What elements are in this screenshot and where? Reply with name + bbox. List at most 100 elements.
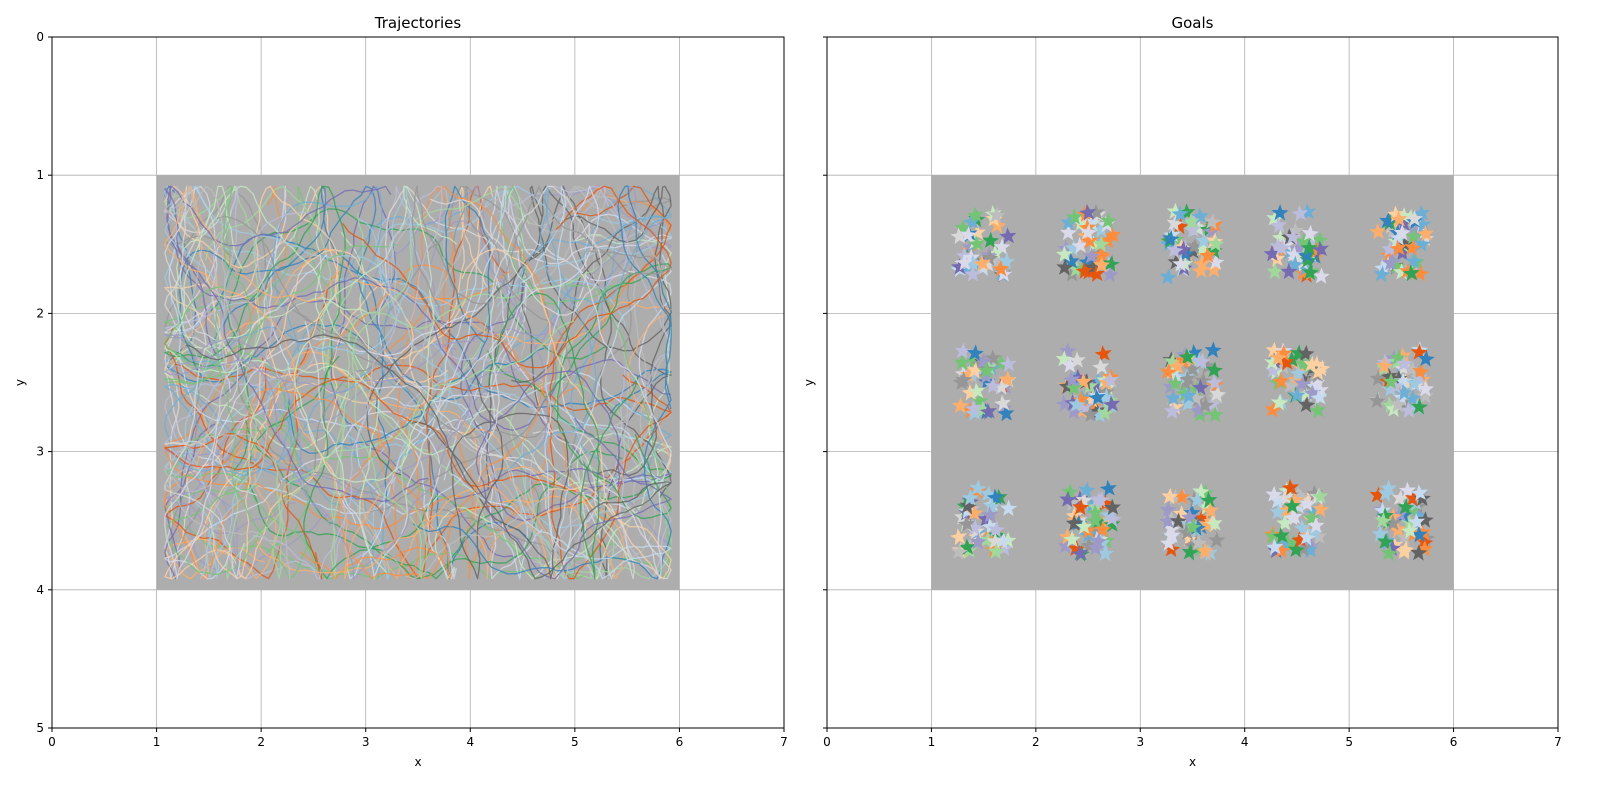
- goal-star: [959, 226, 977, 243]
- goal-star: [1086, 378, 1104, 396]
- goal-star: [1380, 544, 1398, 562]
- goal-star: [1264, 361, 1283, 379]
- goal-star: [1072, 390, 1090, 408]
- goal-star: [1074, 372, 1093, 390]
- goal-star: [987, 520, 1005, 538]
- goal-star: [986, 244, 1004, 262]
- goal-star: [1311, 240, 1329, 258]
- goal-star: [1311, 487, 1329, 505]
- y-tick-label: 5: [36, 721, 44, 735]
- goal-star: [965, 352, 983, 369]
- goal-star: [961, 489, 979, 506]
- goal-star: [1161, 487, 1179, 505]
- goal-star: [964, 265, 982, 282]
- goal-star: [1087, 203, 1105, 221]
- trajectory-line: [164, 185, 666, 394]
- goal-star: [1171, 205, 1189, 222]
- goal-star: [1404, 239, 1422, 256]
- trajectory-line: [500, 185, 672, 580]
- goal-star: [1417, 350, 1435, 367]
- goal-star: [1271, 204, 1289, 221]
- goal-star: [984, 349, 1002, 366]
- goal-star: [966, 344, 984, 362]
- goal-star: [1307, 516, 1325, 534]
- goal-star: [1405, 252, 1423, 269]
- chart-title: Goals: [1172, 14, 1214, 32]
- x-tick-label: 4: [1241, 735, 1249, 749]
- goal-star: [1381, 380, 1399, 397]
- trajectory-line: [164, 338, 471, 580]
- goal-star: [1282, 376, 1300, 394]
- goal-star: [1086, 504, 1104, 521]
- goals-panel: 0 1 2 3 4 5 6 7 Goals x y: [802, 14, 1562, 769]
- goal-star: [1068, 351, 1086, 369]
- goal-star: [1374, 512, 1392, 529]
- goal-star: [1071, 236, 1089, 254]
- goal-star: [1275, 344, 1293, 361]
- x-axis-label: x: [414, 755, 421, 769]
- goal-star: [1297, 246, 1315, 264]
- trajectory-line: [164, 185, 308, 580]
- goal-star: [1277, 353, 1295, 371]
- goal-star: [965, 399, 983, 417]
- trajectory-line: [368, 185, 511, 580]
- goal-star: [1183, 504, 1201, 521]
- x-tick-label: 7: [1554, 735, 1562, 749]
- goal-star: [1410, 544, 1428, 561]
- goal-star: [1096, 404, 1115, 421]
- goal-star: [1100, 506, 1118, 524]
- goal-star: [968, 382, 986, 400]
- goal-star: [1310, 528, 1328, 545]
- goal-star: [1196, 542, 1214, 559]
- goal-star: [957, 515, 976, 532]
- goal-star: [1079, 203, 1097, 221]
- trajectory-line: [255, 428, 558, 580]
- goal-star: [1182, 213, 1200, 230]
- x-tick-label: 5: [571, 735, 579, 749]
- goal-star: [981, 506, 999, 523]
- goal-star: [950, 528, 967, 546]
- x-tick-label: 4: [466, 735, 474, 749]
- goal-star: [1288, 386, 1306, 403]
- goal-star: [1103, 395, 1121, 413]
- goal-star: [1303, 509, 1321, 526]
- goal-star: [1283, 497, 1301, 514]
- goal-star: [992, 260, 1010, 277]
- goal-star: [1087, 265, 1105, 282]
- goal-star: [1168, 357, 1186, 375]
- trajectory-line: [164, 185, 357, 524]
- goal-star: [1166, 202, 1184, 220]
- goal-star: [1395, 354, 1413, 372]
- goal-star: [1395, 542, 1413, 560]
- goal-star: [1189, 491, 1207, 509]
- goal-star: [993, 238, 1011, 255]
- trajectory-line: [313, 185, 557, 513]
- y-axis-label: y: [802, 379, 816, 386]
- axes-frame: [51, 36, 785, 729]
- trajectory-line: [208, 249, 427, 580]
- goal-star: [1410, 484, 1428, 502]
- trajectory-line: [461, 248, 672, 580]
- goal-star: [1297, 344, 1315, 362]
- goal-star: [1209, 385, 1227, 403]
- goal-star: [1384, 514, 1402, 531]
- goal-star: [1308, 401, 1326, 419]
- goal-star: [975, 352, 993, 370]
- goal-star: [994, 532, 1012, 550]
- goal-star: [1201, 501, 1219, 519]
- goal-star: [1311, 231, 1329, 249]
- goal-star: [994, 394, 1012, 412]
- x-tick-label: 7: [780, 735, 788, 749]
- goal-star: [1417, 225, 1435, 242]
- goal-star: [1088, 388, 1106, 406]
- goal-star: [1079, 223, 1097, 241]
- goal-star: [986, 532, 1004, 550]
- goal-star: [1093, 256, 1111, 273]
- goal-star: [997, 404, 1015, 422]
- goal-star: [1290, 344, 1308, 362]
- trajectory-line: [272, 252, 614, 580]
- goal-star: [1163, 526, 1181, 544]
- goal-star: [1104, 226, 1122, 244]
- goal-star: [1190, 534, 1208, 551]
- goal-star: [1179, 370, 1197, 387]
